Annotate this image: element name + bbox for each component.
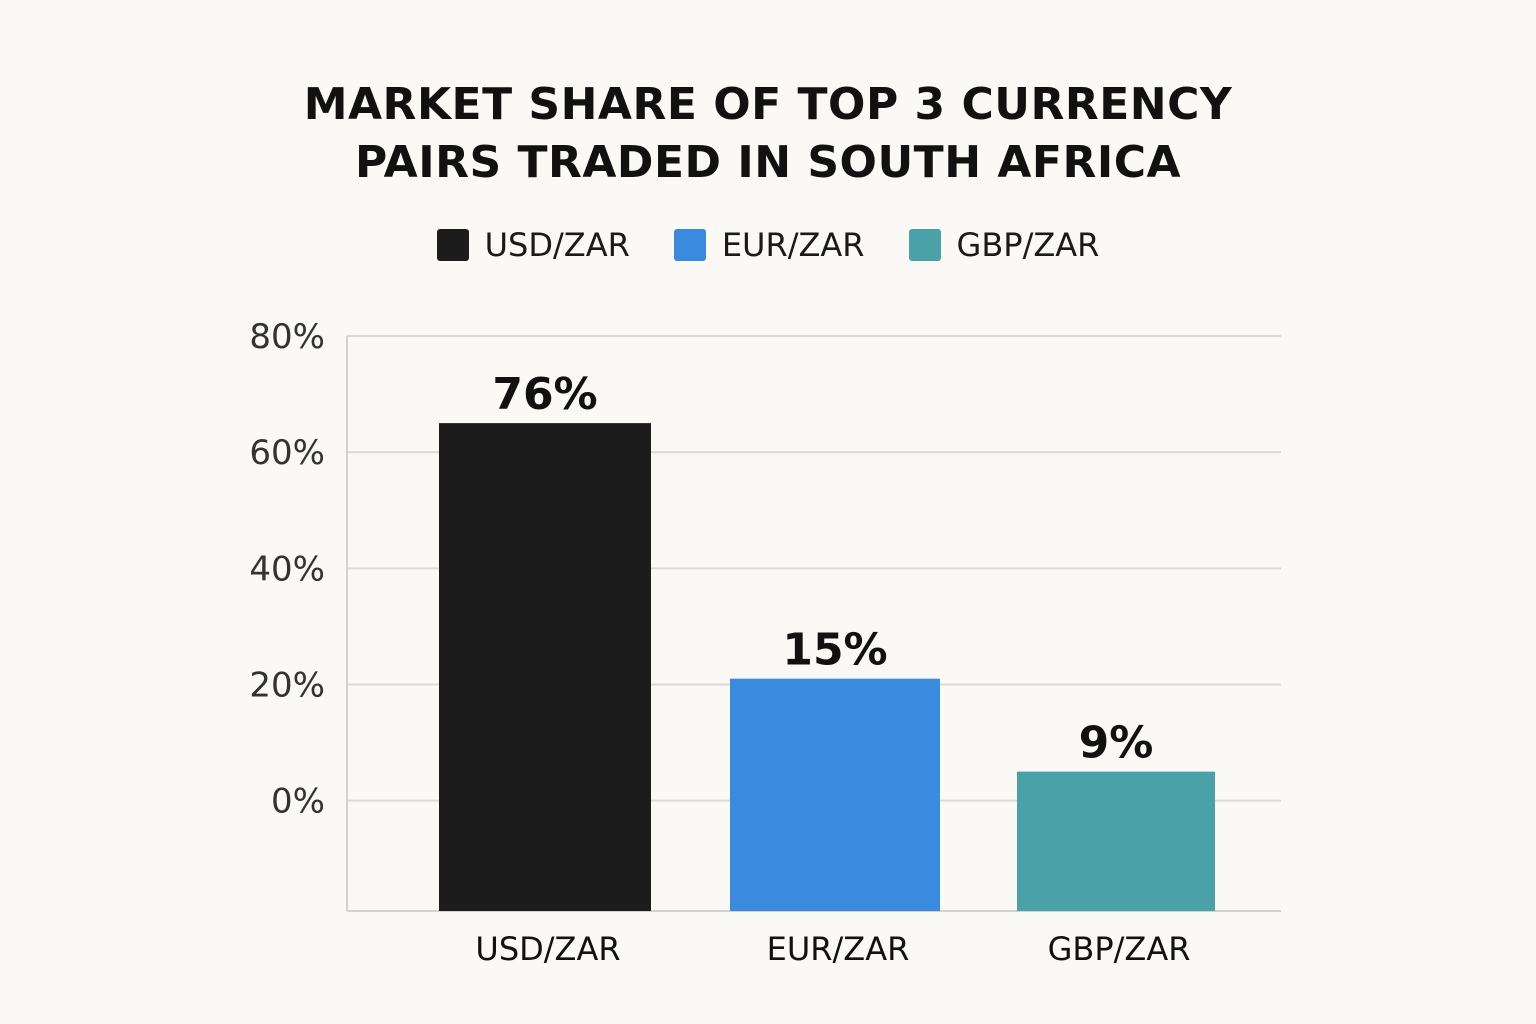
- legend-item-usd-zar: USD/ZAR: [436, 226, 630, 264]
- y-tick-label-40: 40%: [249, 549, 325, 589]
- legend-label-gbp-zar: GBP/ZAR: [956, 226, 1100, 264]
- bar-usd-zar: [439, 423, 651, 911]
- legend-item-eur-zar: EUR/ZAR: [673, 226, 865, 264]
- bar-gbp-zar: [1017, 771, 1215, 911]
- data-label-eur-zar: 15%: [782, 625, 887, 676]
- y-tick-label-0: 0%: [271, 782, 325, 822]
- data-label-gbp-zar: 9%: [1079, 718, 1154, 769]
- legend-swatch-gbp-zar: [908, 229, 941, 261]
- chart-title-line-1: MARKET SHARE OF TOP 3 CURRENCY: [303, 79, 1233, 130]
- y-tick-label-80: 80%: [249, 317, 325, 357]
- x-tick-label-eur-zar: EUR/ZAR: [767, 930, 910, 968]
- legend-label-usd-zar: USD/ZAR: [484, 226, 630, 264]
- legend-label-eur-zar: EUR/ZAR: [721, 226, 865, 264]
- legend: USD/ZAR EUR/ZAR GBP/ZAR: [0, 226, 1536, 264]
- bar-eur-zar: [730, 678, 940, 911]
- chart-title-line-2: PAIRS TRADED IN SOUTH AFRICA: [354, 137, 1182, 188]
- legend-swatch-usd-zar: [436, 229, 469, 261]
- x-tick-label-gbp-zar: GBP/ZAR: [1048, 930, 1191, 968]
- x-tick-label-usd-zar: USD/ZAR: [475, 930, 620, 968]
- data-label-usd-zar: 76%: [492, 369, 597, 420]
- chart-title: MARKET SHARE OF TOP 3 CURRENCY PAIRS TRA…: [0, 76, 1536, 192]
- y-tick-label-20: 20%: [249, 665, 325, 705]
- legend-swatch-eur-zar: [673, 229, 706, 261]
- y-tick-label-60: 60%: [249, 433, 325, 473]
- legend-item-gbp-zar: GBP/ZAR: [908, 226, 1100, 264]
